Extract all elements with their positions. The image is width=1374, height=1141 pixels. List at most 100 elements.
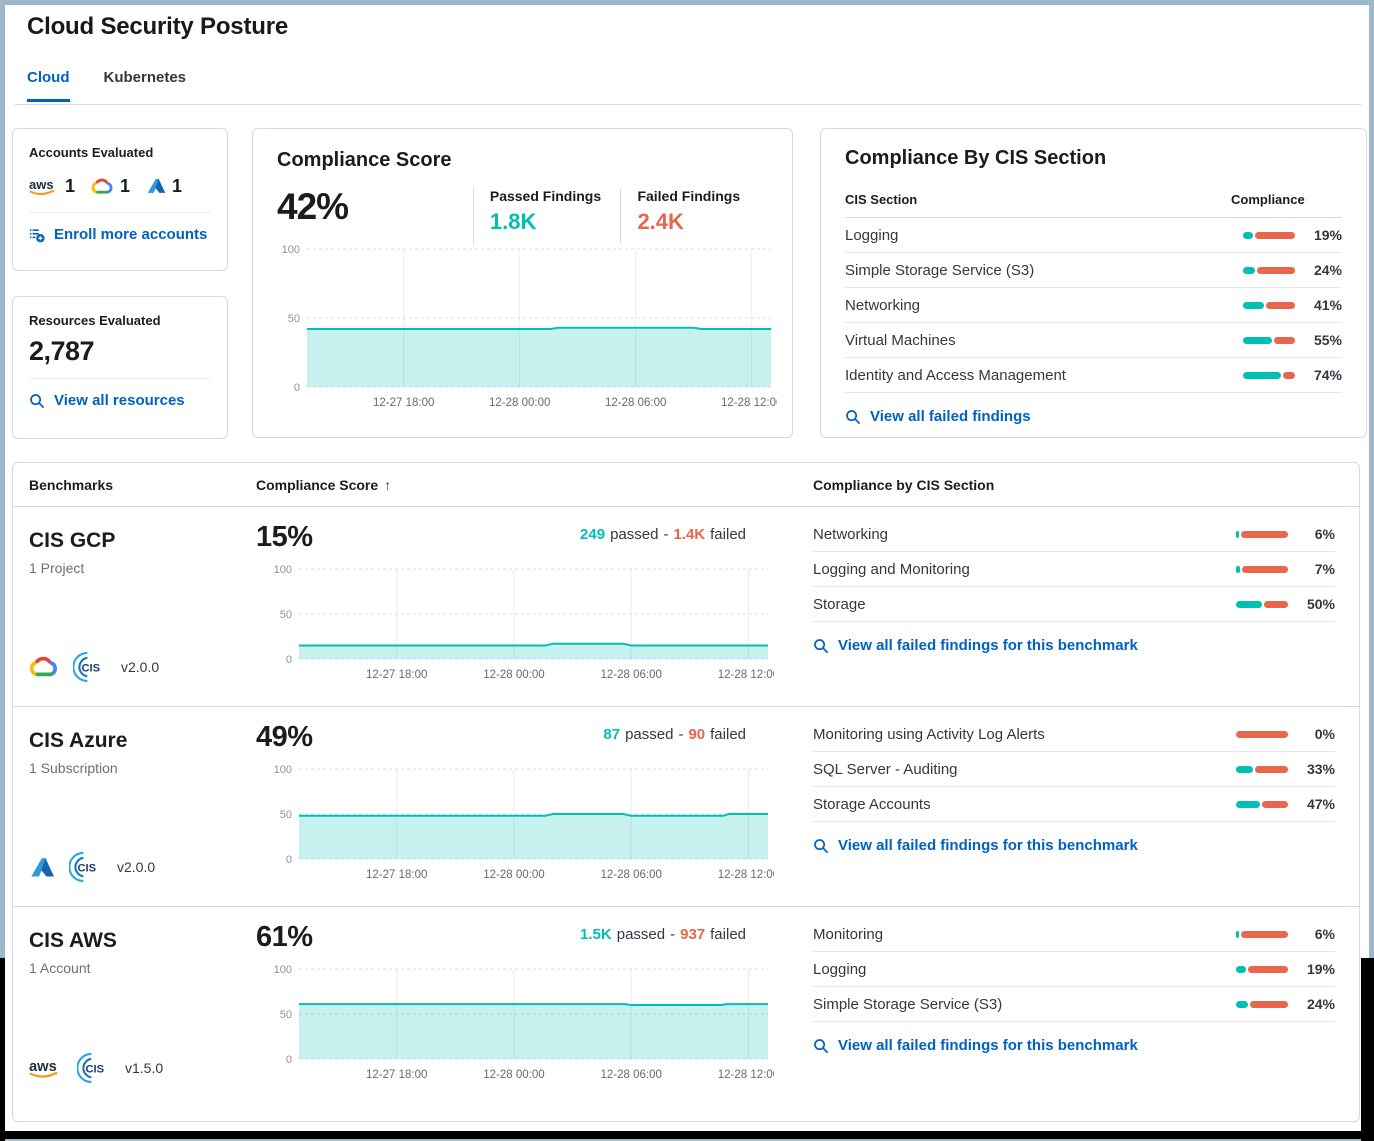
- svg-text:50: 50: [288, 313, 300, 325]
- search-icon: [814, 838, 828, 853]
- cis-logo: CIS: [69, 851, 96, 883]
- screen-black-right: [1361, 958, 1374, 1141]
- failed-findings-value: 2.4K: [637, 209, 684, 234]
- compliance-bar: [1236, 800, 1288, 808]
- cis-section-name: Networking: [845, 296, 921, 314]
- gcp-logo: [91, 178, 113, 194]
- compliance-percent: 19%: [1313, 227, 1342, 243]
- passed-failed-summary: 87 passed - 90 failed: [603, 726, 746, 743]
- view-failed-findings-benchmark-link[interactable]: View all failed findings for this benchm…: [813, 637, 1335, 654]
- benchmark-trend-chart: 0 50 100 12-27 18:00 12-28 00:00 12-28 06:00 1…: [274, 564, 774, 681]
- tab-bar: Cloud Kubernetes: [27, 69, 186, 102]
- compliance-bar: [1243, 301, 1295, 309]
- view-failed-findings-benchmark-link[interactable]: View all failed findings for this benchm…: [813, 1037, 1335, 1054]
- passed-findings-value: 1.8K: [489, 209, 537, 234]
- compliance-bar: [1236, 965, 1288, 973]
- svg-text:50: 50: [280, 1009, 292, 1021]
- tab-bar-divider: [15, 104, 1361, 105]
- accounts-evaluated-card: Accounts Evaluated aws 1 1: [12, 128, 228, 271]
- failed-word: failed: [710, 926, 746, 943]
- benchmark-score-value: 15%: [256, 521, 313, 553]
- svg-text:0: 0: [286, 854, 292, 866]
- provider-logo-slot: aws: [29, 856, 55, 879]
- search-icon: [814, 1038, 828, 1053]
- cis-section-row: Networking 41%: [845, 288, 1342, 323]
- svg-text:12-28 12:00: 12-28 12:00: [718, 1069, 774, 1081]
- passed-findings-label: Passed Findings: [489, 188, 602, 204]
- azure-logo: [31, 857, 54, 876]
- compliance-percent: 24%: [1313, 262, 1342, 278]
- cis-section-name: Logging: [845, 226, 899, 244]
- view-all-resources-link[interactable]: View all resources: [29, 392, 211, 409]
- svg-text:0: 0: [286, 1054, 292, 1066]
- svg-text:12-28 00:00: 12-28 00:00: [489, 397, 550, 409]
- tab-cloud[interactable]: Cloud: [27, 69, 70, 102]
- cis-section-row: Logging 19%: [813, 952, 1335, 987]
- screen-black-left: [0, 958, 5, 1141]
- view-all-failed-findings-link[interactable]: View all failed findings: [845, 408, 1342, 425]
- aws-logo: aws: [29, 1059, 58, 1078]
- enroll-more-accounts-link[interactable]: Enroll more accounts: [29, 226, 211, 243]
- cis-section-name: Storage Accounts: [813, 795, 931, 813]
- failed-word: failed: [710, 526, 746, 543]
- gcp-logo: [29, 656, 57, 677]
- benchmark-version: v2.0.0: [117, 859, 156, 875]
- svg-text:aws: aws: [29, 177, 54, 192]
- gcp-count: 1: [120, 175, 131, 196]
- cis-table-body: Logging 19% Simple Storage Service (S3) …: [845, 218, 1342, 393]
- benchmark-version: v1.5.0: [125, 1060, 164, 1076]
- benchmark-info-cell: CIS AWS 1 Account aws: [13, 907, 256, 1107]
- compliance-bar: [1236, 530, 1288, 538]
- benchmark-footer: aws: [29, 850, 155, 884]
- compliance-bar: [1243, 336, 1295, 344]
- resources-count: 2,787: [29, 336, 95, 366]
- benchmark-row: CIS Azure 1 Subscription aws: [13, 707, 1359, 907]
- cis-section-row: Storage 50%: [813, 587, 1335, 622]
- page-title: Cloud Security Posture: [27, 13, 288, 40]
- svg-text:100: 100: [274, 964, 292, 976]
- resources-evaluated-title: Resources Evaluated: [29, 313, 161, 328]
- svg-text:12-28 00:00: 12-28 00:00: [483, 1069, 544, 1081]
- col-compliance-score-label: Compliance Score: [256, 476, 379, 493]
- benchmark-score-value: 49%: [256, 721, 313, 753]
- passed-count: 87: [603, 726, 621, 743]
- compliance-percent: 7%: [1314, 561, 1335, 577]
- view-failed-findings-benchmark-label: View all failed findings for this benchm…: [838, 837, 1138, 854]
- failed-word: failed: [710, 726, 746, 743]
- passed-failed-summary: 1.5K passed - 937 failed: [580, 926, 746, 943]
- cis-section-row: Simple Storage Service (S3) 24%: [813, 987, 1335, 1022]
- overall-score-value: 42%: [277, 186, 349, 227]
- svg-text:100: 100: [274, 564, 292, 576]
- card-divider: [29, 378, 211, 379]
- search-icon: [30, 393, 44, 408]
- cis-section-card-title: Compliance By CIS Section: [845, 147, 1107, 169]
- failed-findings-label: Failed Findings: [637, 188, 741, 204]
- cis-table-header: CIS Section Compliance: [845, 192, 1342, 218]
- cis-section-name: Virtual Machines: [845, 331, 956, 349]
- benchmark-trend-chart: 0 50 100 12-27 18:00 12-28 00:00 12-28 06:00 1…: [274, 764, 774, 881]
- view-failed-findings-benchmark-link[interactable]: View all failed findings for this benchm…: [813, 837, 1335, 854]
- screen-black-bottom: [0, 1131, 1374, 1139]
- cis-section-name: Networking: [813, 525, 889, 543]
- svg-text:CIS: CIS: [86, 1063, 105, 1075]
- cis-section-row: SQL Server - Auditing 33%: [813, 752, 1335, 787]
- compliance-bar: [1243, 371, 1295, 379]
- compliance-bar: [1243, 231, 1295, 239]
- cis-section-row: Logging 19%: [845, 218, 1342, 253]
- passed-findings-metric: Passed Findings 1.8K: [472, 188, 621, 244]
- tab-kubernetes[interactable]: Kubernetes: [103, 69, 187, 86]
- cis-section-row: Logging and Monitoring 7%: [813, 552, 1335, 587]
- passed-word: passed: [616, 926, 666, 943]
- cis-section-name: Storage: [813, 595, 866, 613]
- benchmarks-table-header: Benchmarks Compliance Score ↑ Compliance…: [13, 463, 1359, 507]
- benchmark-row: CIS GCP 1 Project aws: [13, 507, 1359, 707]
- cis-section-name: Identity and Access Management: [845, 366, 1066, 384]
- svg-text:50: 50: [280, 809, 292, 821]
- passed-count: 249: [580, 526, 606, 543]
- cis-logo: CIS: [73, 651, 100, 683]
- passed-failed-summary: 249 passed - 1.4K failed: [580, 526, 746, 543]
- benchmark-name: CIS Azure: [29, 729, 128, 752]
- col-compliance-score[interactable]: Compliance Score ↑: [256, 477, 813, 493]
- svg-text:50: 50: [280, 609, 292, 621]
- svg-text:12-28 06:00: 12-28 06:00: [601, 869, 662, 881]
